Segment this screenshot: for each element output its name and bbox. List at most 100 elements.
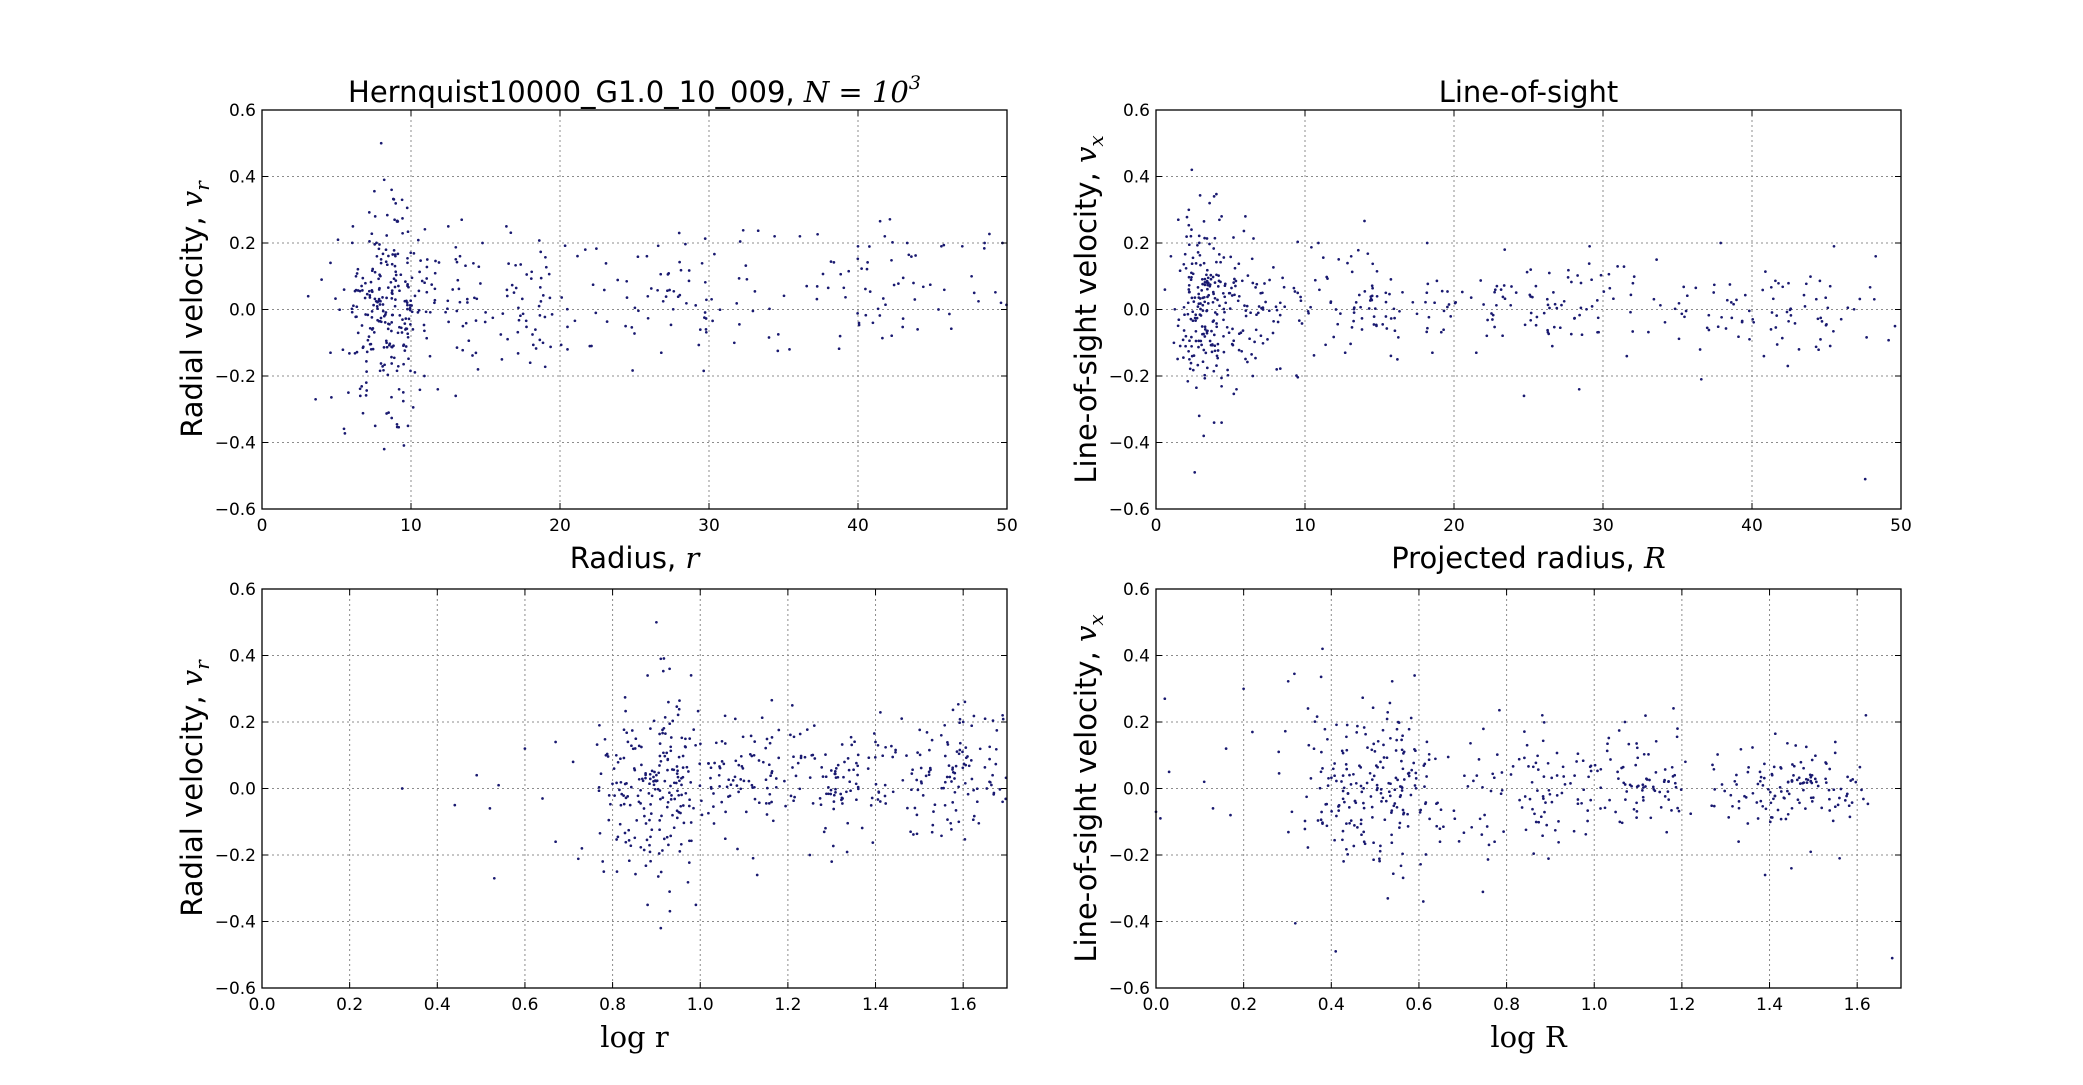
data-point	[1236, 299, 1240, 303]
data-point	[1525, 743, 1529, 747]
data-point	[1381, 766, 1385, 769]
data-point	[1205, 237, 1209, 240]
data-point	[1299, 295, 1302, 299]
data-point	[1364, 732, 1367, 736]
data-point	[913, 298, 917, 301]
data-point	[1389, 736, 1392, 740]
data-point	[1553, 302, 1557, 306]
data-point	[491, 316, 495, 320]
data-point	[1349, 819, 1353, 822]
data-point	[622, 794, 625, 797]
data-point	[1500, 771, 1504, 774]
data-point	[1786, 780, 1790, 784]
data-point	[815, 285, 819, 288]
data-point	[1234, 284, 1237, 288]
data-point	[803, 755, 807, 759]
data-point	[946, 818, 949, 821]
data-point	[650, 828, 654, 832]
data-point	[637, 777, 641, 781]
data-point	[675, 765, 679, 768]
data-point	[874, 782, 878, 786]
data-point	[1209, 343, 1213, 347]
data-point	[662, 837, 666, 841]
data-point	[764, 802, 768, 805]
data-point	[1629, 310, 1632, 314]
data-point	[659, 657, 663, 661]
data-point	[1357, 293, 1361, 297]
data-point	[1816, 784, 1820, 788]
data-point	[1614, 810, 1617, 814]
data-point	[458, 300, 462, 304]
data-point	[1306, 707, 1310, 710]
data-point	[912, 833, 915, 836]
data-point	[409, 323, 412, 326]
data-point	[1752, 320, 1756, 324]
data-point	[354, 288, 358, 292]
data-point	[1627, 742, 1631, 746]
data-point	[408, 306, 412, 310]
data-point	[1208, 201, 1211, 205]
data-point	[928, 283, 932, 287]
data-point	[1527, 765, 1530, 768]
data-point	[1213, 296, 1217, 300]
y-axis-label: Radial velocity, vr	[175, 659, 214, 917]
data-point	[1548, 306, 1551, 310]
data-point	[961, 766, 965, 770]
data-point	[1846, 775, 1849, 779]
data-point	[625, 296, 629, 299]
data-point	[1536, 768, 1540, 771]
data-point	[519, 263, 523, 266]
data-point	[1371, 286, 1374, 290]
data-point	[1566, 276, 1570, 279]
panel-3: 0.0 0.2 0.4 0.6 0.8 1.0 1.2 1.4 1.6−0.6−0.4−0.20…	[175, 580, 1008, 1054]
data-point	[366, 313, 370, 317]
data-point	[365, 360, 368, 363]
data-point	[663, 754, 667, 758]
data-point	[615, 838, 618, 841]
data-point	[1758, 779, 1762, 783]
data-point	[668, 890, 671, 893]
data-point	[390, 297, 394, 300]
data-point	[1223, 284, 1227, 288]
data-point	[734, 759, 738, 763]
data-point	[1333, 762, 1336, 765]
data-point	[684, 737, 687, 741]
data-point	[1427, 315, 1431, 319]
data-point	[1367, 307, 1371, 310]
data-point	[1319, 818, 1323, 822]
data-point	[878, 800, 882, 803]
data-point	[455, 346, 459, 349]
data-point	[992, 793, 996, 796]
data-point	[1500, 788, 1504, 792]
data-point	[1569, 332, 1573, 336]
data-point	[665, 805, 669, 809]
data-point	[616, 278, 620, 282]
data-point	[909, 830, 912, 834]
data-point	[1560, 303, 1563, 307]
y-tick-label: 0.0	[229, 301, 256, 321]
data-point	[700, 799, 703, 803]
data-point	[662, 726, 666, 730]
data-point	[1576, 274, 1579, 277]
data-point	[615, 781, 618, 785]
data-point	[1251, 730, 1254, 734]
data-point	[1828, 767, 1832, 771]
data-point	[1453, 817, 1457, 821]
data-point	[541, 797, 544, 800]
data-point	[1201, 309, 1205, 312]
data-point	[747, 779, 751, 783]
data-point	[1828, 344, 1832, 348]
data-point	[658, 819, 662, 822]
data-point	[1590, 305, 1594, 308]
data-point	[972, 788, 975, 792]
data-point	[1220, 215, 1223, 218]
data-point	[1727, 816, 1731, 819]
data-point	[1545, 823, 1549, 827]
data-point	[668, 909, 672, 913]
data-point	[1580, 801, 1583, 805]
data-point	[668, 722, 672, 726]
data-point	[1518, 798, 1521, 802]
data-point	[367, 211, 371, 214]
data-point	[1348, 773, 1351, 777]
data-point	[1866, 802, 1870, 806]
